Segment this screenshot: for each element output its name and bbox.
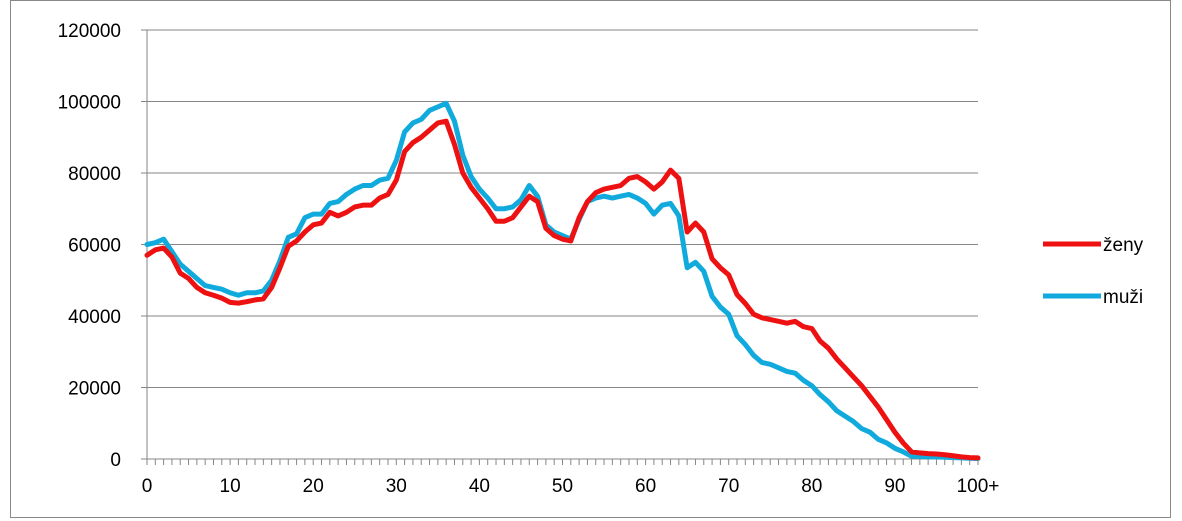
- x-tick-label: 80: [801, 476, 822, 497]
- x-axis: 0 10 20 30 40 50 60 70 80 90 100+: [142, 458, 1000, 497]
- x-tick-label: 0: [142, 476, 153, 497]
- x-tick-label: 50: [552, 476, 573, 497]
- legend: ženy muži: [1043, 235, 1144, 308]
- series-line-zeny: [144, 118, 981, 461]
- y-tick-label: 60000: [68, 236, 121, 257]
- y-tick-label: 100000: [58, 93, 121, 114]
- x-tick-label: 40: [469, 476, 490, 497]
- x-tick-label: 30: [386, 476, 407, 497]
- x-tick-label: 100+: [957, 476, 1000, 497]
- legend-label: ženy: [1103, 235, 1144, 256]
- y-tick-label: 80000: [68, 164, 121, 185]
- x-tick-label: 10: [220, 476, 241, 497]
- x-tick-label: 90: [884, 476, 905, 497]
- y-tick-label: 20000: [68, 379, 121, 400]
- y-tick-label: 40000: [68, 307, 121, 328]
- line-chart: 0 20000 40000 60000 80000 100000 120000 0 10 20 3…: [58, 21, 1144, 497]
- x-tick-label: 60: [635, 476, 656, 497]
- y-tick-label: 120000: [58, 21, 121, 42]
- series-lines: [144, 100, 981, 461]
- x-tick-label: 70: [718, 476, 739, 497]
- gridlines: [147, 29, 978, 388]
- chart-area: 0 20000 40000 60000 80000 100000 120000 0 10 20 3…: [10, 0, 1171, 518]
- y-tick-label: 0: [110, 450, 121, 471]
- x-tick-label: 20: [303, 476, 324, 497]
- series-line-muzi: [144, 100, 981, 461]
- y-axis: 0 20000 40000 60000 80000 100000 120000: [58, 21, 148, 471]
- legend-label: muži: [1103, 287, 1143, 308]
